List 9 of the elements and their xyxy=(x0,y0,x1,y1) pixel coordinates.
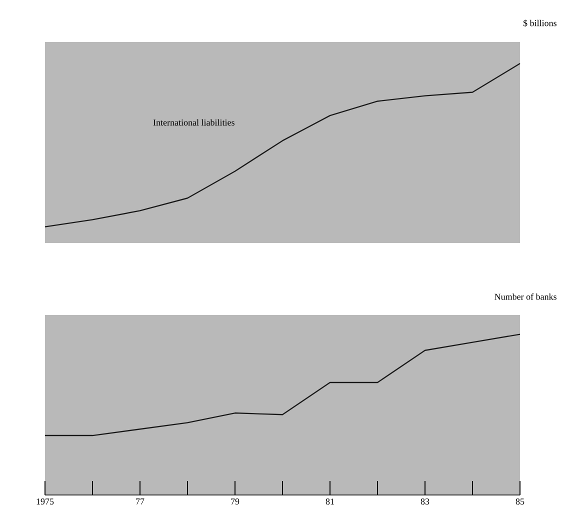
x-tick-label: 81 xyxy=(326,498,334,505)
x-tick-label: 77 xyxy=(136,498,144,504)
x-tick-label: 85 xyxy=(516,498,524,505)
x-tick-label: 83 xyxy=(420,498,430,505)
x-tick-label: 1975 xyxy=(36,498,54,505)
y-axis-title: Number of banks xyxy=(494,293,556,300)
text: International liabilities xyxy=(153,119,234,126)
x-tick-label: 79 xyxy=(231,498,240,505)
y-axis-title: $ billions xyxy=(523,20,556,27)
